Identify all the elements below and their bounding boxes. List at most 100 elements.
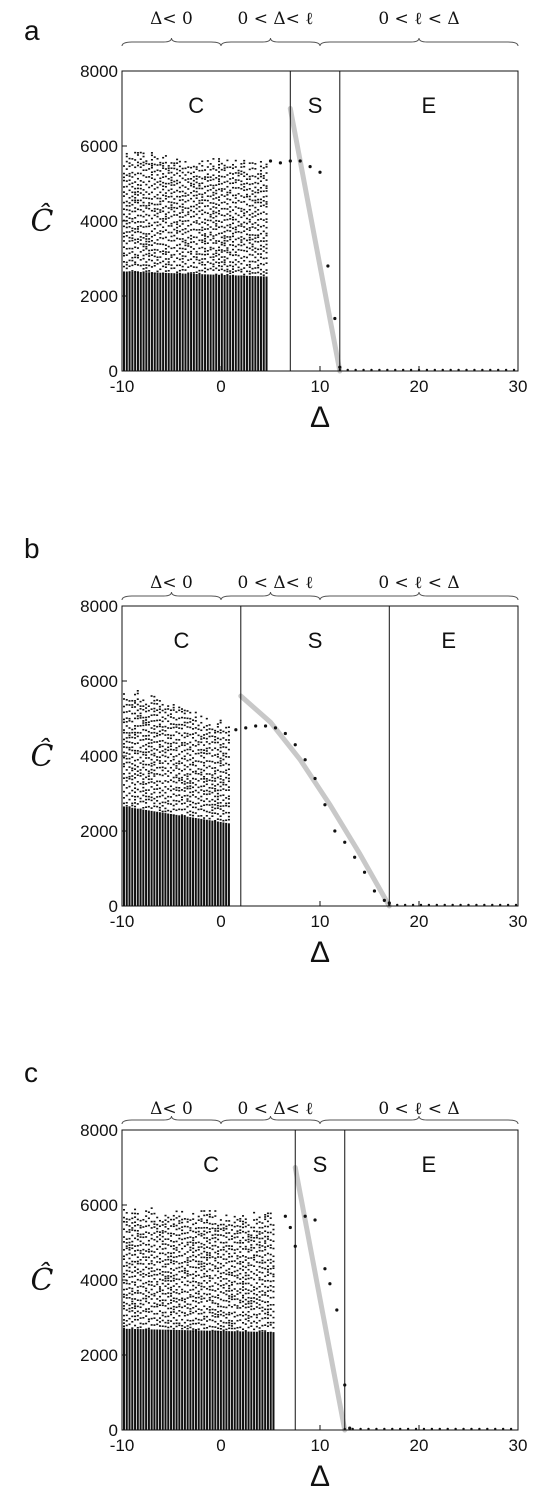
data-point [209,267,212,270]
data-point [247,1326,250,1329]
data-point [255,1302,258,1304]
data-point [211,1263,214,1266]
data-point [208,1268,211,1271]
data-point [240,241,243,243]
data-point [258,1319,261,1322]
data-point [194,1310,197,1313]
data-point [200,1210,203,1212]
data-point [156,259,159,261]
data-point [142,1293,145,1295]
data-point [134,733,137,736]
data-point [142,1253,145,1255]
data-point [142,800,145,803]
data-point [200,1265,203,1268]
data-point [136,172,139,175]
data-point [265,203,268,205]
data-point [183,1312,186,1314]
data-point [167,1220,170,1223]
data-point [125,769,128,771]
data-point [200,778,203,780]
data-point [233,1275,236,1277]
data-point [156,193,159,196]
data-point [136,190,139,193]
data-point [125,801,128,804]
data-point [167,211,170,214]
data-point [187,219,190,222]
data-point [172,808,175,811]
data-point [134,768,137,770]
data-point [175,1278,178,1280]
data-point [239,1319,242,1321]
data-point [219,1228,222,1230]
data-point [234,259,237,261]
data-point [272,1240,275,1243]
data-point [186,1251,189,1253]
data-point [197,1254,200,1256]
data-point [125,1242,128,1244]
data-point [205,780,208,782]
data-point [159,243,162,245]
data-point [192,1295,195,1298]
data-point [145,751,148,754]
data-point [183,1245,186,1248]
data-point [187,245,190,247]
data-point [223,188,226,190]
data-point [236,1326,239,1329]
data-point [136,1314,139,1317]
data-point [251,272,254,274]
data-point [269,1253,272,1256]
data-point [147,795,150,798]
data-point [181,1291,184,1294]
data-point [189,1310,192,1313]
data-point [161,703,164,706]
data-point [125,1294,128,1296]
data-point [206,1221,209,1224]
data-point [244,1256,247,1258]
data-point [156,1227,159,1230]
data-point [206,1256,209,1259]
data-point [244,1282,247,1285]
data-point [197,1246,200,1248]
data-point [194,1292,197,1295]
data-point [173,214,176,216]
data-point [142,778,145,780]
data-point [204,205,207,208]
data-point [209,215,212,218]
data-point [172,1311,175,1313]
data-point [211,809,214,812]
data-point [254,261,257,263]
data-point [214,1316,217,1318]
data-point [170,184,173,186]
data-point [176,182,179,185]
data-point [131,195,134,198]
data-point [272,1326,275,1329]
data-point [214,1265,217,1267]
data-point [264,1285,267,1288]
data-point [184,228,187,230]
data-point [139,756,142,759]
data-point [262,204,265,207]
data-point [190,241,193,244]
data-point [253,1308,256,1310]
data-point [156,186,159,189]
data-point [219,821,222,906]
data-point [189,791,192,794]
data-point [125,226,128,229]
data-point [264,1240,267,1242]
data-point [245,217,248,220]
data-point [136,1289,139,1292]
data-point [167,775,170,777]
data-point [139,782,142,785]
data-point [134,808,137,906]
data-point [122,738,125,741]
region-brace [220,1115,321,1125]
data-point [128,720,131,722]
data-point [190,250,193,253]
data-point [201,213,204,216]
data-point [200,761,203,763]
data-point [203,1233,206,1236]
data-point [189,733,192,736]
data-point [156,1298,159,1300]
data-point [158,756,161,759]
